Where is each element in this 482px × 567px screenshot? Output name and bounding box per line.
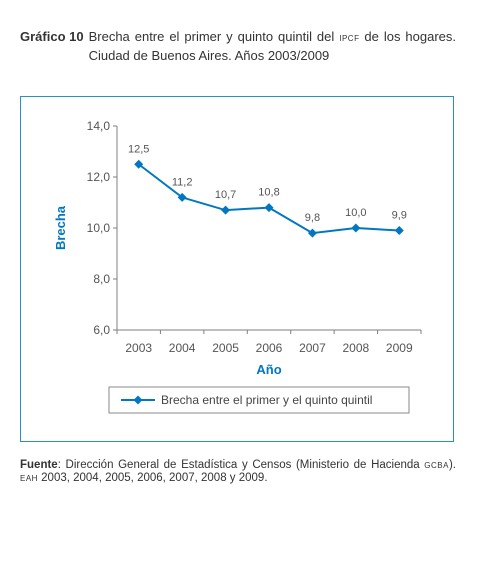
chart-axes — [116, 126, 421, 331]
y-tick-label: 8,0 — [93, 272, 110, 286]
source-text-part3: 2003, 2004, 2005, 2006, 2007, 2008 y 200… — [37, 472, 268, 484]
x-tick-label: 2007 — [299, 341, 326, 355]
y-tick-label: 6,0 — [93, 323, 110, 337]
legend-box — [108, 386, 410, 414]
data-label: 9,9 — [392, 210, 407, 222]
source-text-part1: : Dirección General de Estadística y Cen… — [57, 459, 425, 471]
data-point-marker — [351, 223, 361, 233]
data-point-marker — [394, 226, 404, 236]
data-label: 10,7 — [215, 189, 236, 201]
x-tick-label: 2005 — [212, 341, 239, 355]
x-axis-title: Año — [256, 362, 281, 377]
source-note: Fuente: Dirección General de Estadística… — [20, 459, 456, 485]
figure-caption: Gráfico 10 Brecha entre el primer y quin… — [20, 28, 456, 64]
source-abbr-eah: EAH — [20, 474, 38, 483]
source-text-part2: ). — [448, 459, 456, 471]
data-point-marker — [307, 228, 317, 238]
data-label: 9,8 — [305, 212, 320, 224]
y-tick-label: 14,0 — [87, 119, 111, 133]
data-point-marker — [264, 203, 274, 213]
data-point-marker — [221, 205, 231, 215]
data-point-marker — [177, 192, 187, 202]
x-tick-label: 2009 — [386, 341, 413, 355]
y-tick-label: 12,0 — [87, 170, 111, 184]
legend: Brecha entre el primer y el quinto quint… — [108, 386, 410, 414]
series-group — [134, 159, 404, 238]
axis-labels: Año Brecha — [53, 205, 282, 377]
chart-frame: 6,0 8,0 10,0 12,0 14,0 2003 2004 2005 2006 2007 2… — [20, 96, 454, 442]
figure-number: Gráfico 10 — [20, 29, 84, 44]
data-label: 11,2 — [172, 176, 193, 188]
y-axis-ticks: 6,0 8,0 10,0 12,0 14,0 — [87, 119, 117, 337]
line-chart: 6,08,010,012,014,0 2003 2004 2005 2006 2007 2… — [53, 119, 422, 414]
data-label: 10,0 — [345, 207, 366, 219]
figure-title-part1: Brecha entre el primer y quinto quintil … — [88, 29, 340, 44]
legend-marker-swatch — [133, 395, 143, 405]
data-labels: 12,5 11,2 10,7 10,8 9,8 10,0 9,9 — [128, 143, 407, 224]
figure-title-part2: de los hogares. Ciudad de Buenos Aires. … — [88, 29, 456, 63]
data-point-marker — [134, 159, 144, 169]
y-axis-title: Brecha — [53, 205, 68, 250]
legend-label: Brecha entre el primer y el quinto quint… — [161, 393, 372, 407]
data-label: 10,8 — [258, 187, 279, 199]
x-tick-label: 2004 — [169, 341, 196, 355]
data-label: 12,5 — [128, 143, 149, 155]
x-axis-ticks: 2003 2004 2005 2006 2007 2008 2009 — [116, 330, 422, 355]
x-tick-label: 2008 — [343, 341, 370, 355]
x-tick-label: 2006 — [256, 341, 283, 355]
figure-title: Brecha entre el primer y quinto quintil … — [89, 28, 456, 64]
x-tick-label: 2003 — [125, 341, 152, 355]
source-label: Fuente — [20, 459, 58, 471]
figure-title-abbr: IPCF — [339, 34, 360, 43]
source-abbr-gcba: GCBA — [424, 461, 449, 470]
y-tick-label: 10,0 — [87, 221, 111, 235]
series-line — [138, 163, 400, 235]
